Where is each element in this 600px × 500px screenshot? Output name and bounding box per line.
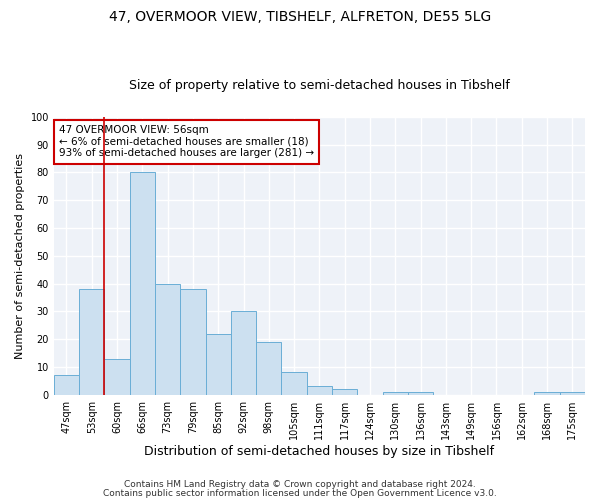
Bar — [332, 389, 358, 394]
Bar — [231, 312, 256, 394]
Bar — [54, 376, 79, 394]
Text: Contains HM Land Registry data © Crown copyright and database right 2024.: Contains HM Land Registry data © Crown c… — [124, 480, 476, 489]
Bar — [560, 392, 585, 394]
Bar — [130, 172, 155, 394]
Bar — [535, 392, 560, 394]
Bar — [307, 386, 332, 394]
Title: Size of property relative to semi-detached houses in Tibshelf: Size of property relative to semi-detach… — [129, 79, 510, 92]
X-axis label: Distribution of semi-detached houses by size in Tibshelf: Distribution of semi-detached houses by … — [145, 444, 494, 458]
Bar — [383, 392, 408, 394]
Y-axis label: Number of semi-detached properties: Number of semi-detached properties — [15, 152, 25, 358]
Text: 47 OVERMOOR VIEW: 56sqm
← 6% of semi-detached houses are smaller (18)
93% of sem: 47 OVERMOOR VIEW: 56sqm ← 6% of semi-det… — [59, 125, 314, 158]
Text: 47, OVERMOOR VIEW, TIBSHELF, ALFRETON, DE55 5LG: 47, OVERMOOR VIEW, TIBSHELF, ALFRETON, D… — [109, 10, 491, 24]
Bar — [180, 289, 206, 395]
Bar — [281, 372, 307, 394]
Bar — [79, 289, 104, 395]
Text: Contains public sector information licensed under the Open Government Licence v3: Contains public sector information licen… — [103, 488, 497, 498]
Bar — [155, 284, 180, 395]
Bar — [256, 342, 281, 394]
Bar — [206, 334, 231, 394]
Bar — [104, 358, 130, 394]
Bar — [408, 392, 433, 394]
